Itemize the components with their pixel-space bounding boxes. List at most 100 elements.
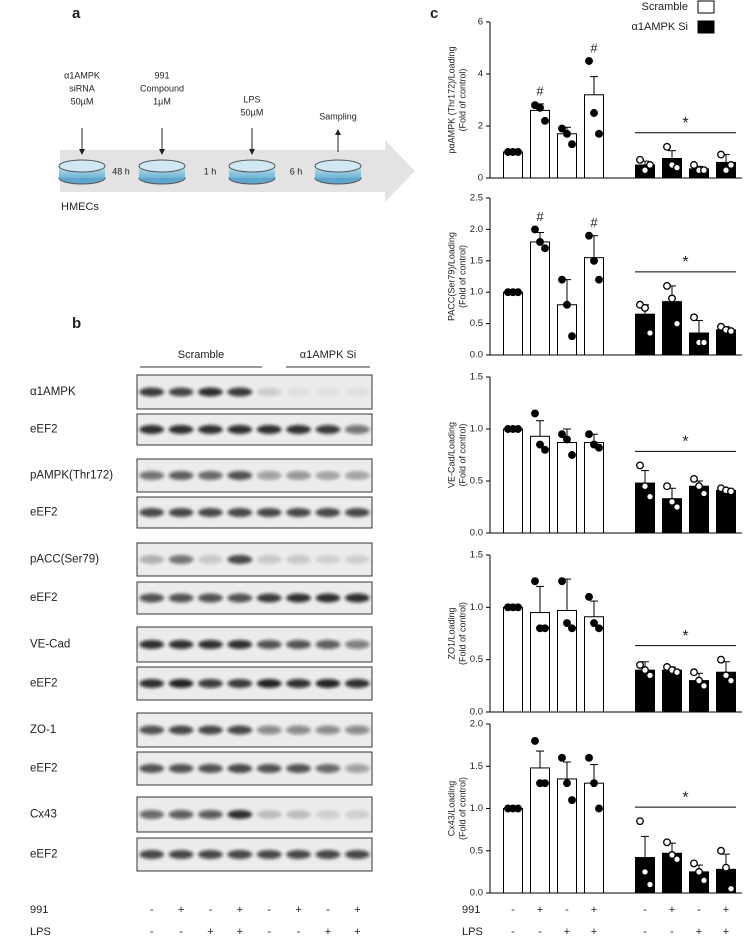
condition-sign: + (669, 904, 675, 916)
blot-band (168, 764, 194, 773)
condition-label: 991 (30, 904, 48, 916)
blot-band (139, 810, 165, 819)
blot-band (344, 640, 370, 649)
error-bar (536, 750, 544, 768)
condition-sign: - (697, 904, 701, 916)
condition-sign: + (564, 926, 570, 938)
data-point (585, 231, 593, 240)
data-point (673, 855, 681, 864)
data-point (585, 430, 593, 439)
blot-band (286, 425, 311, 434)
condition-sign: + (237, 904, 243, 916)
data-point (641, 666, 649, 675)
y-tick-label: 1.5 (470, 761, 483, 772)
data-point (690, 161, 698, 169)
step-label: 1µM (153, 96, 171, 106)
blot-band (256, 508, 282, 517)
blot-band (344, 764, 370, 773)
blot-band (168, 725, 194, 735)
legend-swatch (697, 0, 715, 14)
data-point (668, 851, 676, 859)
bar (584, 442, 604, 534)
condition-sign: + (696, 926, 702, 938)
significance-marker: # (536, 209, 544, 224)
condition-sign: - (297, 926, 301, 938)
blot-label: Cx43 (30, 809, 57, 821)
blot-band (344, 508, 370, 517)
blot-band (286, 508, 311, 517)
condition-sign: + (723, 904, 729, 916)
data-point (663, 281, 671, 290)
step-label: siRNA (69, 83, 95, 93)
error-bar (590, 600, 598, 617)
data-point (558, 430, 566, 439)
data-point (514, 148, 522, 156)
bar (635, 482, 655, 534)
data-point (541, 779, 549, 788)
data-point (690, 313, 698, 322)
condition-sign: - (565, 904, 569, 916)
blot-band (139, 725, 165, 735)
condition-sign: - (150, 926, 154, 938)
blot-band (198, 555, 223, 564)
data-point (722, 863, 730, 872)
data-point (641, 482, 649, 491)
blot-band (286, 725, 311, 735)
bar (503, 808, 523, 894)
y-axis-title: VE-Cad/Loading (446, 422, 456, 488)
data-point (531, 409, 539, 418)
y-axis-title: (Fold of control) (457, 423, 467, 486)
y-axis-title: (Fold of control) (457, 68, 467, 131)
bar (584, 782, 604, 894)
significance-marker: * (682, 254, 688, 271)
blot-band (315, 810, 341, 819)
data-point (568, 451, 576, 459)
data-point (727, 884, 735, 893)
y-tick-label: 2 (478, 121, 483, 132)
data-point (563, 300, 571, 309)
blot-band (139, 387, 165, 397)
blot-band (286, 471, 311, 480)
condition-sign: - (267, 926, 271, 938)
blot-label: eEF2 (30, 507, 58, 519)
y-tick-label: 0.5 (470, 476, 483, 487)
data-point (531, 577, 539, 586)
data-point (641, 303, 649, 312)
blot-band (198, 593, 223, 603)
blot-band (256, 725, 282, 735)
data-point (585, 57, 593, 65)
data-point (690, 668, 698, 677)
bar (557, 778, 577, 894)
step-label: LPS (243, 94, 260, 104)
data-point (646, 671, 654, 680)
condition-sign: - (670, 926, 674, 938)
data-point (690, 474, 698, 483)
data-point (727, 487, 735, 496)
data-point (558, 124, 566, 133)
data-point (595, 275, 603, 284)
blot-band (286, 810, 311, 819)
data-point (673, 319, 681, 328)
data-point (514, 288, 522, 297)
bar (662, 301, 682, 356)
data-point (541, 244, 549, 253)
blot-label: eEF2 (30, 678, 58, 690)
error-bar (668, 150, 676, 159)
y-tick-label: 1.5 (470, 255, 483, 266)
blot-band (168, 679, 194, 688)
data-point (717, 655, 725, 664)
data-point (558, 753, 566, 762)
blot-band (139, 593, 165, 603)
data-point (700, 876, 708, 885)
interval-label: 1 h (204, 166, 217, 176)
data-point (673, 668, 681, 677)
y-tick-label: 0.0 (470, 528, 483, 539)
data-point (568, 140, 576, 149)
blot-label: eEF2 (30, 424, 58, 436)
significance-marker: * (682, 789, 688, 806)
blot-band (227, 425, 253, 434)
data-point (531, 225, 539, 234)
blot-band (227, 810, 253, 819)
blot-band (198, 679, 223, 688)
error-bar (722, 661, 730, 673)
